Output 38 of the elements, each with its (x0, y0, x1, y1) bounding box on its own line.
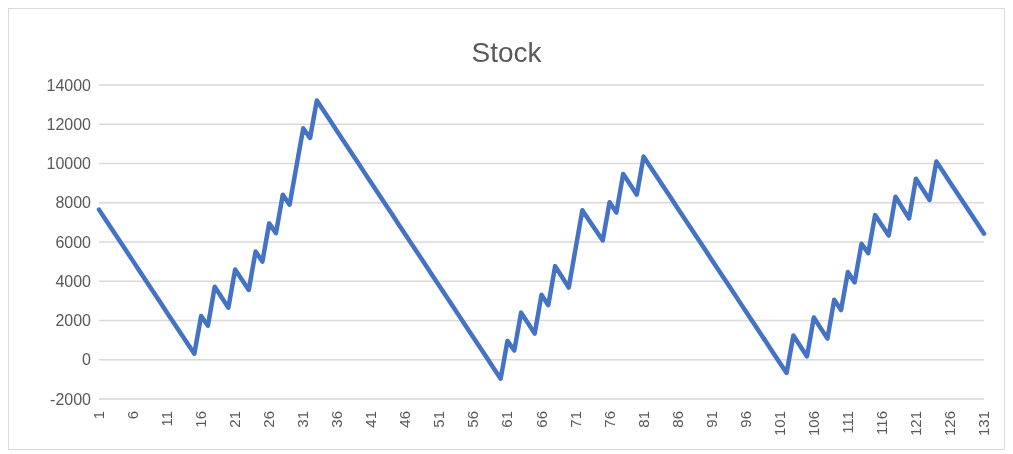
chart-title: Stock (470, 37, 543, 70)
x-tick-label: 1 (90, 411, 107, 420)
y-tick-label: 8000 (55, 194, 92, 212)
x-tick-label: 71 (566, 411, 584, 428)
x-tick-label: 31 (294, 411, 312, 428)
x-tick-label: 41 (362, 411, 380, 428)
x-tick-label: 56 (464, 411, 482, 428)
x-tick-label: 61 (498, 411, 516, 428)
x-tick-label: 6 (124, 411, 142, 420)
y-tick-label: 12000 (46, 115, 92, 133)
x-tick-label: 76 (600, 411, 618, 428)
x-tick-label: 81 (634, 411, 652, 428)
line-series (96, 98, 987, 381)
y-tick-label: 14000 (46, 76, 92, 94)
y-tick-label: 0 (82, 351, 92, 369)
x-tick-label: 96 (736, 411, 754, 428)
y-tick-label: 4000 (55, 272, 92, 290)
y-tick-label: 10000 (46, 155, 92, 173)
y-tick-label: -2000 (50, 390, 92, 408)
x-tick-label: 86 (668, 411, 686, 428)
x-tick-label: 131 (975, 411, 992, 437)
x-tick-label: 126 (940, 411, 958, 437)
x-tick-label: 121 (906, 411, 924, 437)
x-tick-label: 21 (226, 411, 244, 428)
x-tick-label: 51 (430, 411, 448, 428)
x-tick-label: 106 (804, 411, 822, 437)
x-tick-label: 11 (158, 411, 176, 427)
x-tick-label: 46 (396, 411, 414, 428)
x-tick-label: 111 (838, 411, 856, 434)
x-tick-label: 116 (872, 411, 890, 435)
y-tick-label: 2000 (55, 312, 92, 330)
x-tick-label: 66 (532, 411, 550, 428)
x-tick-label: 36 (328, 411, 346, 428)
x-tick-label: 26 (260, 411, 278, 428)
x-tick-label: 91 (702, 411, 720, 428)
x-tick-label: 16 (192, 411, 210, 428)
y-tick-label: 6000 (55, 233, 92, 251)
x-tick-label: 101 (770, 411, 788, 437)
